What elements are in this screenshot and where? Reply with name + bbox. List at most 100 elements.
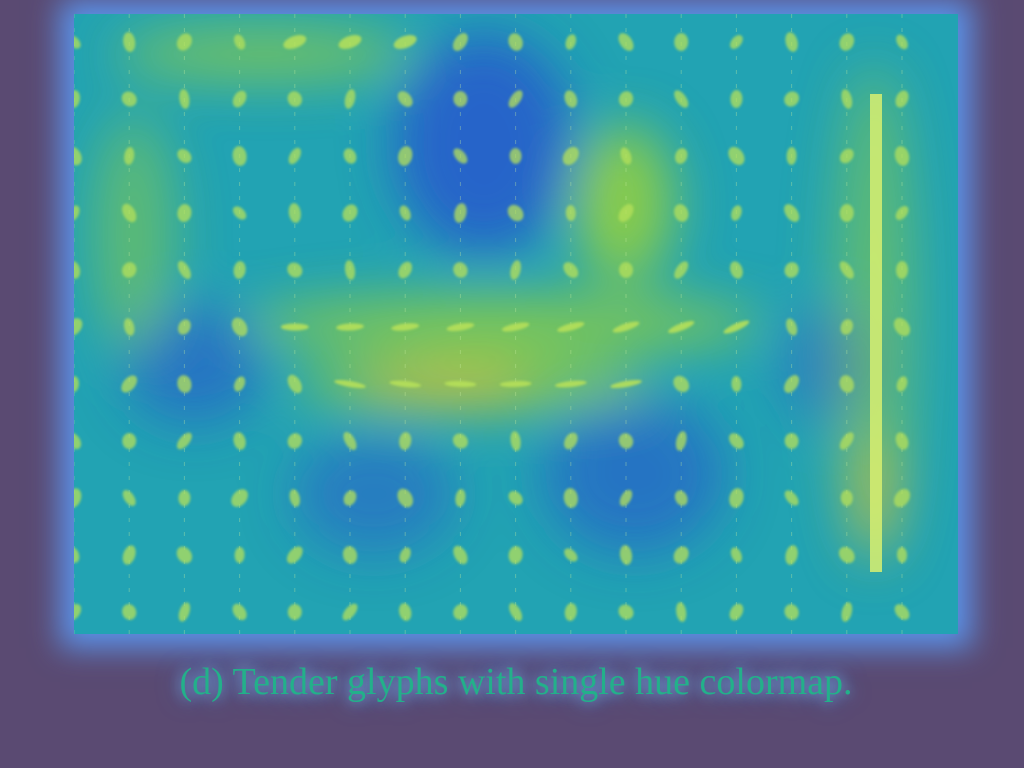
tensor-glyph [232,603,247,621]
tensor-glyph [840,319,854,335]
tensor-glyph [343,431,357,451]
tensor-glyph [673,375,690,393]
tensor-glyph [499,380,532,388]
tensor-glyph [840,490,853,506]
tensor-glyph [554,380,587,388]
tensor-glyph [122,433,137,449]
tensor-glyph [453,148,468,164]
tensor-glyph [446,322,475,332]
tensor-glyph [784,204,800,222]
tensor-glyph [74,603,82,621]
tensor-glyph [563,262,579,278]
tensor-glyph [841,602,853,622]
tensor-glyph [74,146,82,166]
tensor-glyph [674,90,689,108]
tensor-glyph [839,375,855,393]
tensor-glyph [233,432,246,450]
tensor-glyph [565,34,577,50]
tensor-glyph [288,147,301,165]
tensor-glyph [839,204,854,222]
tensor-glyph [122,203,137,223]
tensor-glyph [674,490,688,506]
tensor-glyph [674,261,689,279]
tensor-glyph [389,380,422,388]
tensor-glyph [564,90,578,108]
tensor-glyph [784,375,800,393]
field-peak-region [354,368,534,404]
tensor-glyph [563,488,578,508]
tensor-glyph [74,261,81,279]
tensor-glyph [287,374,302,394]
tensor-glyph [398,146,413,166]
tensor-glyph [453,545,468,565]
tensor-glyph [784,490,799,506]
tensor-glyph [508,546,523,564]
tensor-glyph [233,261,246,279]
tensor-glyph [562,146,579,166]
tensor-glyph [723,320,750,334]
tensor-glyph [176,432,192,450]
tensor-glyph [338,35,362,49]
tensor-glyph [509,148,522,164]
tensor-glyph [501,322,530,332]
tensor-glyph [232,206,247,220]
glyph-visualization [74,14,958,634]
tensor-glyph [618,204,634,222]
tensor-glyph [839,432,854,450]
tensor-glyph [342,546,358,564]
tensor-glyph [342,204,358,222]
tensor-glyph [618,433,634,449]
tensor-glyph [786,318,798,336]
tensor-glyph [176,546,193,564]
tensor-glyph [399,205,411,221]
tensor-glyph [676,602,687,622]
tensor-glyph [668,321,695,333]
tensor-glyph [121,375,138,393]
tensor-glyph [730,35,743,49]
tensor-glyph [893,488,911,508]
tensor-glyph [729,433,744,449]
scalar-field [94,28,914,564]
tensor-glyph [124,147,135,165]
tensor-glyph [673,204,689,222]
tensor-glyph [838,546,855,564]
tensor-glyph [399,603,412,621]
tensor-glyph [334,379,366,389]
tensor-glyph [896,547,908,563]
tensor-glyph [841,89,853,109]
tensor-glyph [176,33,192,51]
tensor-glyph [563,432,578,450]
tensor-glyph [122,262,137,278]
tensor-glyph [731,205,742,221]
tensor-glyph [455,489,466,507]
tensor-glyph [675,431,687,451]
tensor-glyph [895,90,909,108]
tensor-glyph [730,547,743,563]
tensor-glyph [123,318,135,336]
tensor-glyph [177,148,192,164]
tensor-glyph [232,146,247,166]
figure-caption: (d) Tender glyphs with single hue colorm… [179,661,853,703]
tensor-glyph [564,603,577,621]
field-low-region [544,394,724,554]
tensor-glyph [178,602,191,622]
tensor-glyph [444,380,477,388]
tensor-glyph [730,90,743,108]
tensor-glyph [895,206,909,220]
tensor-glyph [839,261,854,279]
tensor-glyph [393,35,417,49]
tensor-glyph [894,604,910,620]
tensor-glyph [784,433,799,449]
tensor-glyph [74,488,82,508]
tensor-glyph [74,90,81,108]
tensor-glyph [397,488,414,508]
tensor-glyph [280,323,309,331]
tensor-glyph [342,603,358,621]
tensor-glyph [786,147,797,165]
tensor-glyph [610,379,642,389]
tensor-glyph [557,322,585,332]
tensor-glyph [177,260,191,280]
field-high-region [94,114,174,354]
tensor-glyph [122,490,136,506]
tensor-glyph [287,604,302,620]
